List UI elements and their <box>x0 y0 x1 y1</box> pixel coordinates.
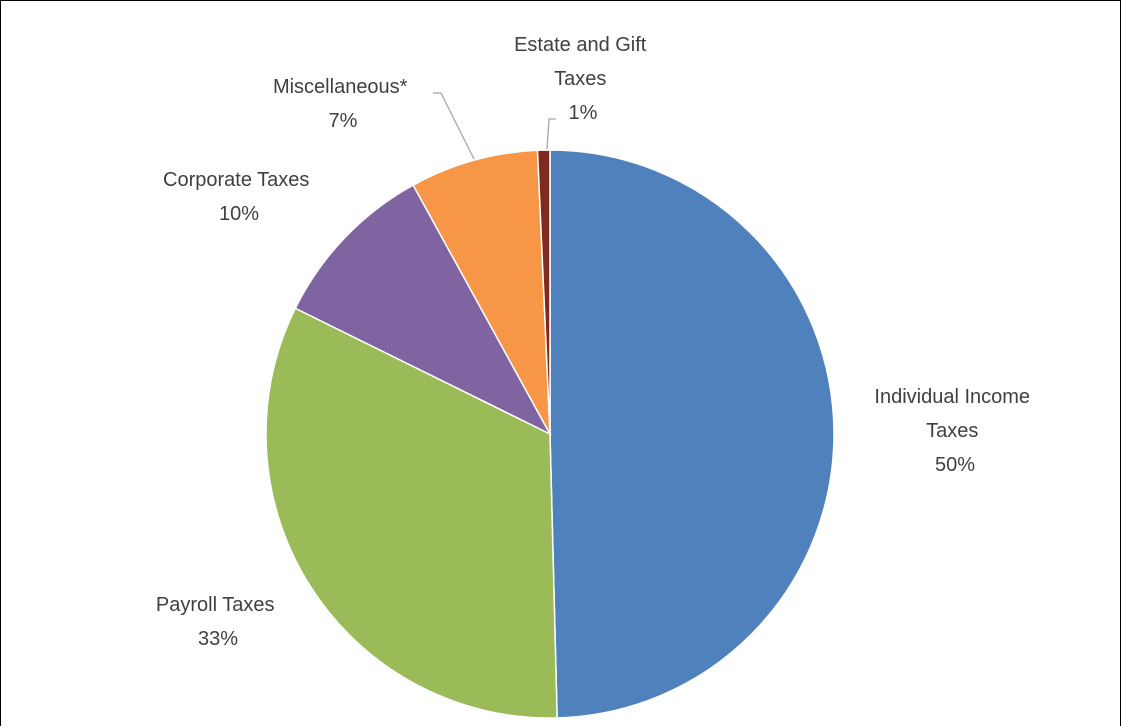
slice-label-individual-income-line-2: Taxes <box>926 420 978 442</box>
slice-percent-individual-income: 50% <box>935 454 975 476</box>
slice-label-individual-income: Individual Income Taxes 50% <box>874 386 1035 476</box>
slice-label-estate-gift-line-1: Estate and Gift <box>514 34 647 56</box>
pie-slice-payroll-taxes <box>265 307 558 719</box>
slice-percent-estate-gift: 1% <box>569 102 598 124</box>
slice-label-corporate-line-1: Corporate Taxes <box>163 169 309 191</box>
pie-slice-miscellaneous <box>412 149 551 435</box>
leader-line-estate-gift <box>546 118 556 150</box>
slice-percent-payroll: 33% <box>198 628 238 650</box>
pie-slice-corporate-taxes <box>294 184 552 436</box>
slice-label-miscellaneous: Miscellaneous* 7% <box>273 76 413 132</box>
slice-label-payroll-line-1: Payroll Taxes <box>156 594 275 616</box>
leader-lines <box>433 92 556 160</box>
slice-label-estate-gift-line-2: Taxes <box>554 68 606 90</box>
slice-label-payroll: Payroll Taxes 33% <box>156 594 280 650</box>
slice-label-miscellaneous-line-1: Miscellaneous* <box>273 76 408 98</box>
pie-slices <box>265 149 835 719</box>
pie-slice-estate-and-gift-taxes <box>536 149 551 435</box>
slice-label-estate-gift: Estate and Gift Taxes 1% <box>514 34 652 124</box>
slice-percent-miscellaneous: 7% <box>329 110 358 132</box>
slice-label-individual-income-line-1: Individual Income <box>874 386 1030 408</box>
pie-slice-individual-income-taxes <box>549 149 835 719</box>
leader-line-miscellaneous <box>433 92 475 160</box>
slice-label-corporate: Corporate Taxes 10% <box>163 169 315 225</box>
slice-percent-corporate: 10% <box>219 203 259 225</box>
